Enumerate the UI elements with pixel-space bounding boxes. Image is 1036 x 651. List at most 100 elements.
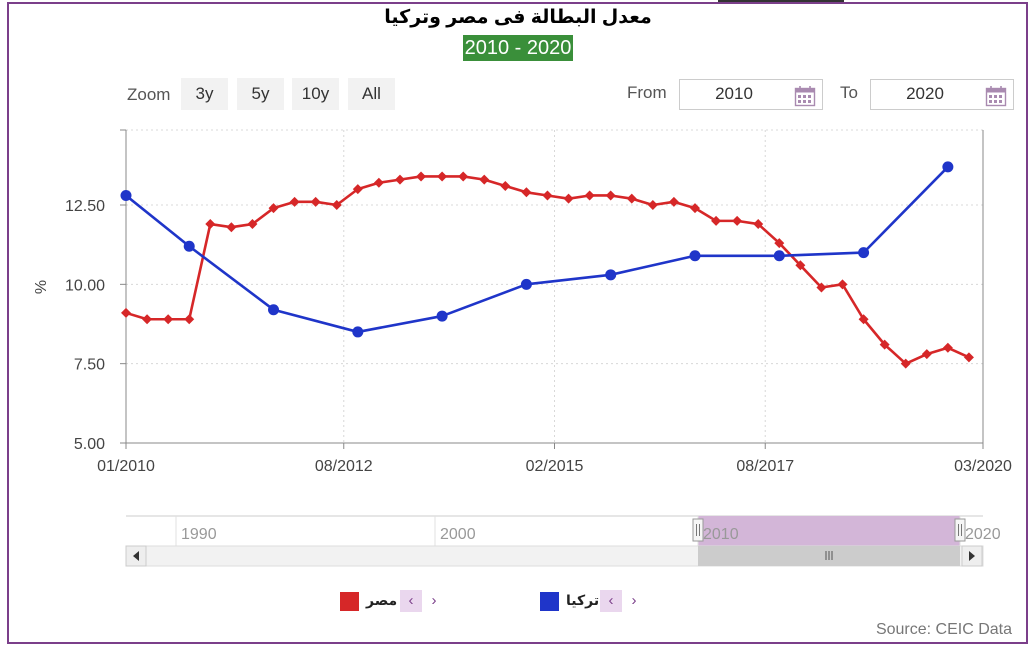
grid: [126, 129, 983, 443]
navigator-label: 2010: [703, 526, 739, 543]
data-point: [416, 171, 427, 182]
data-point: [373, 177, 384, 188]
legend-item-turkey[interactable]: تركيا ‹ ›: [540, 590, 650, 612]
data-point: [753, 219, 764, 230]
data-point: [647, 200, 658, 210]
data-point: [120, 189, 132, 201]
chevron-right-icon[interactable]: ›: [431, 592, 437, 609]
navigator-handle: [692, 518, 704, 542]
data-point: [479, 174, 490, 185]
data-point: [921, 349, 932, 360]
data-point: [436, 310, 448, 322]
data-point: [458, 171, 469, 182]
data-point: [795, 260, 806, 271]
x-tick-label: 08/2017: [736, 458, 794, 475]
data-point: [942, 161, 954, 173]
scroll-left-arrow-icon: [133, 551, 139, 561]
data-point: [668, 196, 679, 207]
legend-label-egypt: مصر: [366, 592, 398, 608]
navigator[interactable]: 1990 2000 2010 2020: [125, 515, 1001, 567]
chevron-left-icon[interactable]: ‹: [600, 590, 622, 612]
zoom-10y-button[interactable]: 10y: [292, 78, 339, 110]
data-point: [837, 279, 848, 290]
to-label: To: [840, 83, 858, 102]
navigator-selection: [698, 516, 960, 546]
x-tick-label: 08/2012: [315, 458, 373, 475]
from-date-value: 2010: [715, 84, 753, 103]
chart-title: معدل البطالة فى مصر وتركيا: [384, 7, 652, 28]
data-point: [584, 190, 595, 201]
calendar-icon[interactable]: [985, 85, 1007, 107]
data-point: [142, 314, 153, 325]
data-point: [226, 222, 237, 233]
data-point: [858, 247, 870, 259]
navigator-label: 2000: [440, 526, 476, 543]
data-point: [942, 342, 953, 353]
to-date-value: 2020: [906, 84, 944, 103]
data-point: [900, 358, 911, 369]
from-label: From: [627, 83, 667, 102]
data-point: [121, 307, 131, 318]
y-tick-label: 12.50: [65, 198, 105, 215]
data-point: [183, 240, 195, 252]
data-point: [394, 174, 405, 185]
data-point: [331, 200, 342, 210]
data-point: [437, 171, 448, 182]
to-date-input[interactable]: 2020: [870, 79, 1014, 110]
data-point: [500, 180, 511, 191]
data-point: [689, 250, 701, 262]
data-point: [816, 282, 827, 293]
x-tick-label: 03/2020: [954, 458, 1012, 475]
chevron-right-icon[interactable]: ›: [631, 592, 637, 609]
data-point: [773, 250, 785, 262]
zoom-label: Zoom: [127, 85, 171, 104]
data-point: [689, 203, 700, 214]
data-point: [563, 193, 574, 204]
data-point: [205, 219, 216, 230]
y-tick-label: 10.00: [65, 277, 105, 294]
data-point: [605, 190, 616, 201]
data-point: [310, 196, 321, 207]
x-tick-label: 01/2010: [97, 458, 155, 475]
data-point: [352, 326, 364, 338]
calendar-icon[interactable]: [794, 85, 816, 107]
data-point: [626, 193, 637, 204]
navigator-label: 2020: [965, 526, 1001, 543]
data-point: [268, 203, 279, 214]
navigator-label: 1990: [181, 526, 217, 543]
data-point: [163, 314, 174, 325]
data-point: [184, 314, 195, 325]
data-point: [732, 215, 743, 226]
legend-swatch-egypt: [340, 592, 359, 611]
data-point: [352, 184, 363, 195]
axes: 5.00 7.50 10.00 12.50 01/2010 08/2012 02/2015 0…: [33, 129, 1012, 475]
chevron-left-icon[interactable]: ‹: [400, 590, 422, 612]
data-point: [521, 187, 532, 198]
zoom-5y-button[interactable]: 5y: [237, 78, 284, 110]
data-point: [268, 304, 280, 316]
y-tick-label: 5.00: [74, 436, 105, 453]
source-credit: Source: CEIC Data: [875, 621, 1012, 638]
chart-subtitle: 2010 - 2020: [462, 35, 574, 61]
zoom-all-button[interactable]: All: [348, 78, 395, 110]
navigator-handle: [954, 518, 966, 542]
y-tick-label: 7.50: [74, 357, 105, 374]
data-point: [879, 339, 890, 350]
scroll-right-arrow-icon: [969, 551, 975, 561]
data-point: [605, 269, 617, 281]
data-point: [542, 190, 553, 201]
data-point: [711, 215, 722, 226]
legend-label-turkey: تركيا: [566, 592, 600, 608]
legend-item-egypt[interactable]: مصر ‹ ›: [340, 590, 450, 612]
data-point: [289, 196, 300, 207]
data-point: [520, 278, 532, 290]
series-line-1: [125, 166, 949, 334]
series: [120, 161, 974, 369]
top-accent-line: [718, 0, 844, 2]
zoom-3y-button[interactable]: 3y: [181, 78, 228, 110]
y-axis-label: %: [33, 280, 50, 294]
from-date-input[interactable]: 2010: [679, 79, 823, 110]
legend-swatch-turkey: [540, 592, 559, 611]
data-point: [247, 219, 258, 230]
